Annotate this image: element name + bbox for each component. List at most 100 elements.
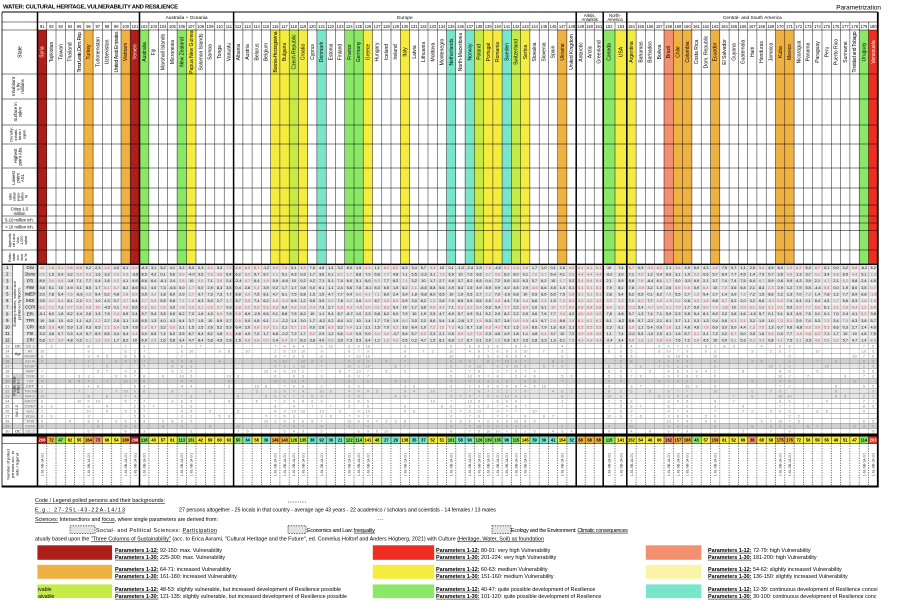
svg-text:ERP: ERP — [26, 384, 34, 389]
svg-text:CPI: CPI — [27, 325, 34, 330]
svg-text:Switzerland: Switzerland — [514, 39, 520, 65]
svg-text:28: 28 — [5, 419, 10, 424]
svg-text:1-6L-9B-1A-0/1: 1-6L-9B-1A-0/1 — [862, 453, 866, 476]
svg-text:Existing Indices, sorted andpu: Existing Indices, sorted andpublished by… — [13, 281, 21, 326]
svg-text:1-6L-9B-1A-0/1: 1-6L-9B-1A-0/1 — [274, 453, 278, 476]
svg-text:Slovakia: Slovakia — [532, 42, 538, 61]
svg-text:CRI: CRI — [27, 338, 34, 343]
svg-text:Paraguay: Paraguay — [815, 41, 821, 63]
svg-text:Soil 1-5: Soil 1-5 — [15, 405, 19, 417]
svg-text:Venezuela: Venezuela — [871, 40, 877, 64]
svg-text:Parameters 1-30: 30-100: conti: Parameters 1-30: 30-100: continuous deve… — [708, 594, 877, 600]
svg-text:Uruguay: Uruguay — [862, 42, 868, 61]
svg-text:MSBP: MSBP — [25, 364, 36, 369]
svg-text:18: 18 — [5, 369, 10, 374]
svg-text:Papua New Guinea: Papua New Guinea — [189, 30, 195, 74]
svg-text:1-6L-9B-1A-0/1: 1-6L-9B-1A-0/1 — [468, 453, 472, 476]
svg-text:4: 4 — [6, 285, 9, 290]
svg-text:aivable: aivable — [38, 594, 55, 600]
svg-text:Cities 1-5: Cities 1-5 — [11, 206, 29, 211]
svg-text:1-6L-9B-1A-0/1: 1-6L-9B-1A-0/1 — [630, 453, 634, 476]
svg-text:TWOM: TWOM — [24, 389, 36, 394]
svg-text:Parametrization: Parametrization — [836, 5, 881, 12]
svg-text:1-6L-9B-1A-0/1: 1-6L-9B-1A-0/1 — [348, 453, 352, 476]
svg-text:El Salvador: El Salvador — [722, 39, 728, 65]
svg-text:1-6L-9B-1A-0/1: 1-6L-9B-1A-0/1 — [505, 453, 509, 476]
svg-text:1-6L-9B-1A-0/1: 1-6L-9B-1A-0/1 — [190, 453, 194, 476]
svg-text:WSAP: WSAP — [24, 354, 36, 359]
svg-text:1-6L-9B-1A-0/1: 1-6L-9B-1A-0/1 — [366, 453, 370, 476]
svg-text:North-Macedonia: North-Macedonia — [458, 33, 464, 72]
svg-text:Social- and Political Sciences: Social- and Political Sciences: Particip… — [96, 528, 217, 534]
svg-text:Germany: Germany — [356, 41, 362, 62]
svg-text:Parameters 1-30: 151-160: medi: Parameters 1-30: 151-160: medium Vulnera… — [436, 574, 554, 580]
svg-text:1-6L-9B-1A-0/1: 1-6L-9B-1A-0/1 — [180, 453, 184, 476]
svg-text:FSI: FSI — [27, 331, 33, 336]
svg-text:1-6L-9B-1A-0/1: 1-6L-9B-1A-0/1 — [403, 453, 407, 476]
svg-text:> 10 million inh.: > 10 million inh. — [5, 225, 34, 230]
svg-text:1-6L-9B-1A-0/1: 1-6L-9B-1A-0/1 — [320, 453, 324, 476]
svg-text:Austria: Austria — [245, 44, 251, 60]
svg-text:27: 27 — [5, 414, 10, 419]
svg-text:16: 16 — [5, 359, 10, 364]
svg-text:2: 2 — [6, 272, 9, 277]
svg-text:7,1-4,50,16,53,00,38,97,32,75,: 7,1 -4,5 0,1 6,5 3,0 0,3 8,9 7,3 2,7 5,4 10 1,7 3,6 7… — [58, 306, 829, 310]
svg-text:Spain: Spain — [551, 45, 557, 58]
svg-text:22: 22 — [5, 389, 10, 394]
svg-text:OC: OC — [15, 344, 21, 349]
svg-text:E.g.: 27-25L-43-22A-14/13: E.g.: 27-25L-43-22A-14/13 — [35, 508, 125, 514]
svg-text:Parameters 1-30: 181-200: high: Parameters 1-30: 181-200: high Vulnerabi… — [708, 555, 817, 561]
svg-text:Arctic: Arctic — [587, 45, 593, 58]
svg-text:Turkmenistan: Turkmenistan — [95, 37, 101, 67]
svg-text:1-6L-9B-1A-0/1: 1-6L-9B-1A-0/1 — [872, 453, 876, 476]
svg-text:1-6L-9B-1A-0/1: 1-6L-9B-1A-0/1 — [133, 453, 137, 476]
svg-text:Economics and Law: Inequality: Economics and Law: Inequality — [307, 528, 375, 534]
svg-text:Highestpoint Abs.: Highestpoint Abs. — [13, 147, 23, 166]
svg-text:Ecuador: Ecuador — [713, 42, 719, 61]
svg-text:IndEP: IndEP — [25, 292, 36, 297]
svg-text:Parameters 1-12: 48-53: slight: Parameters 1-12: 48-53: slightly vulnera… — [115, 587, 341, 593]
svg-text:WATER: CULTURAL HERITAGE, VULN: WATER: CULTURAL HERITAGE, VULNERABILITY … — [3, 5, 178, 11]
svg-text:1-6L-9B-1A-0/1: 1-6L-9B-1A-0/1 — [301, 453, 305, 476]
svg-text:Mexico: Mexico — [787, 44, 793, 60]
svg-text:Parameters 1-12: 80-91: very h: Parameters 1-12: 80-91: very high Vulner… — [436, 548, 551, 554]
svg-text:Inhabitants bymillions: Inhabitants bymillions — [11, 76, 25, 96]
svg-text:USA: USA — [619, 46, 625, 57]
svg-text:EPI: EPI — [27, 311, 34, 316]
svg-text:Honduras: Honduras — [759, 41, 765, 63]
svg-text:Romania: Romania — [495, 42, 501, 62]
svg-text:1-6L-9B-1A-0/1: 1-6L-9B-1A-0/1 — [124, 453, 128, 476]
svg-text:CWEF: CWEF — [24, 404, 36, 409]
svg-text:1-6L-9B-1A-0/1: 1-6L-9B-1A-0/1 — [788, 453, 792, 476]
svg-text:Thailand: Thailand — [68, 42, 74, 61]
svg-text:Parameters 1-30: 101-120: quit: Parameters 1-30: 101-120: quite possible… — [436, 594, 601, 600]
svg-text:TFW: TFW — [26, 419, 35, 424]
svg-text:Syria: Syria — [40, 46, 46, 58]
svg-text:Nicaragua: Nicaragua — [796, 40, 802, 63]
svg-text:Ireland: Ireland — [393, 44, 399, 60]
svg-text:Bolivia: Bolivia — [657, 44, 663, 59]
svg-text:Italy: Italy — [403, 47, 409, 57]
svg-text:4,18,45,94,72,75,97,11,04,75,0: 4,1 8,4 5,9 4,7 2,7 5,9 7,1 1,0 4,7 5,0 6,5 -5,3 0,0… — [49, 299, 876, 303]
svg-text:Yemen: Yemen — [133, 44, 139, 60]
svg-text:8,9-1,87,17,70,41,64,16,98,66,: 8,9 -1,8 7,1 7,7 0,4 1,6 4,1 6,9 8,6 6,4 -6,1 3,4 10… — [39, 279, 875, 283]
svg-text:2,07,85,4-6,65,46,24,83,51,88,: 2,0 7,8 5,4 -6,6 5,4 6,2 4,8 3,5 1,8 8,0 2,9 3,7 7,3… — [39, 292, 866, 296]
svg-text:23: 23 — [5, 394, 10, 399]
svg-text:Lithuania: Lithuania — [421, 42, 427, 63]
svg-text:1-6L-9B-1A-0/1: 1-6L-9B-1A-0/1 — [619, 453, 623, 476]
svg-text:Belarus: Belarus — [254, 43, 260, 60]
svg-text:1-6L-9B-1A-0/1: 1-6L-9B-1A-0/1 — [779, 453, 783, 476]
svg-text:Ratio:statesur-facein %: Ratio:statesur-facein % — [8, 252, 28, 262]
svg-text:Parameters 1-12: 12-39: contin: Parameters 1-12: 12-39: continuous devel… — [708, 587, 878, 593]
svg-text:26: 26 — [5, 409, 10, 414]
svg-text:1,56,93,21,63,3-3,58,54,20,15,: 1,5 6,9 3,2 1,6 3,3 -3,5 8,5 4,2 0,1 5,6 -4,0 3,5 6,… — [49, 273, 867, 277]
svg-text:Guatemala: Guatemala — [741, 40, 747, 65]
